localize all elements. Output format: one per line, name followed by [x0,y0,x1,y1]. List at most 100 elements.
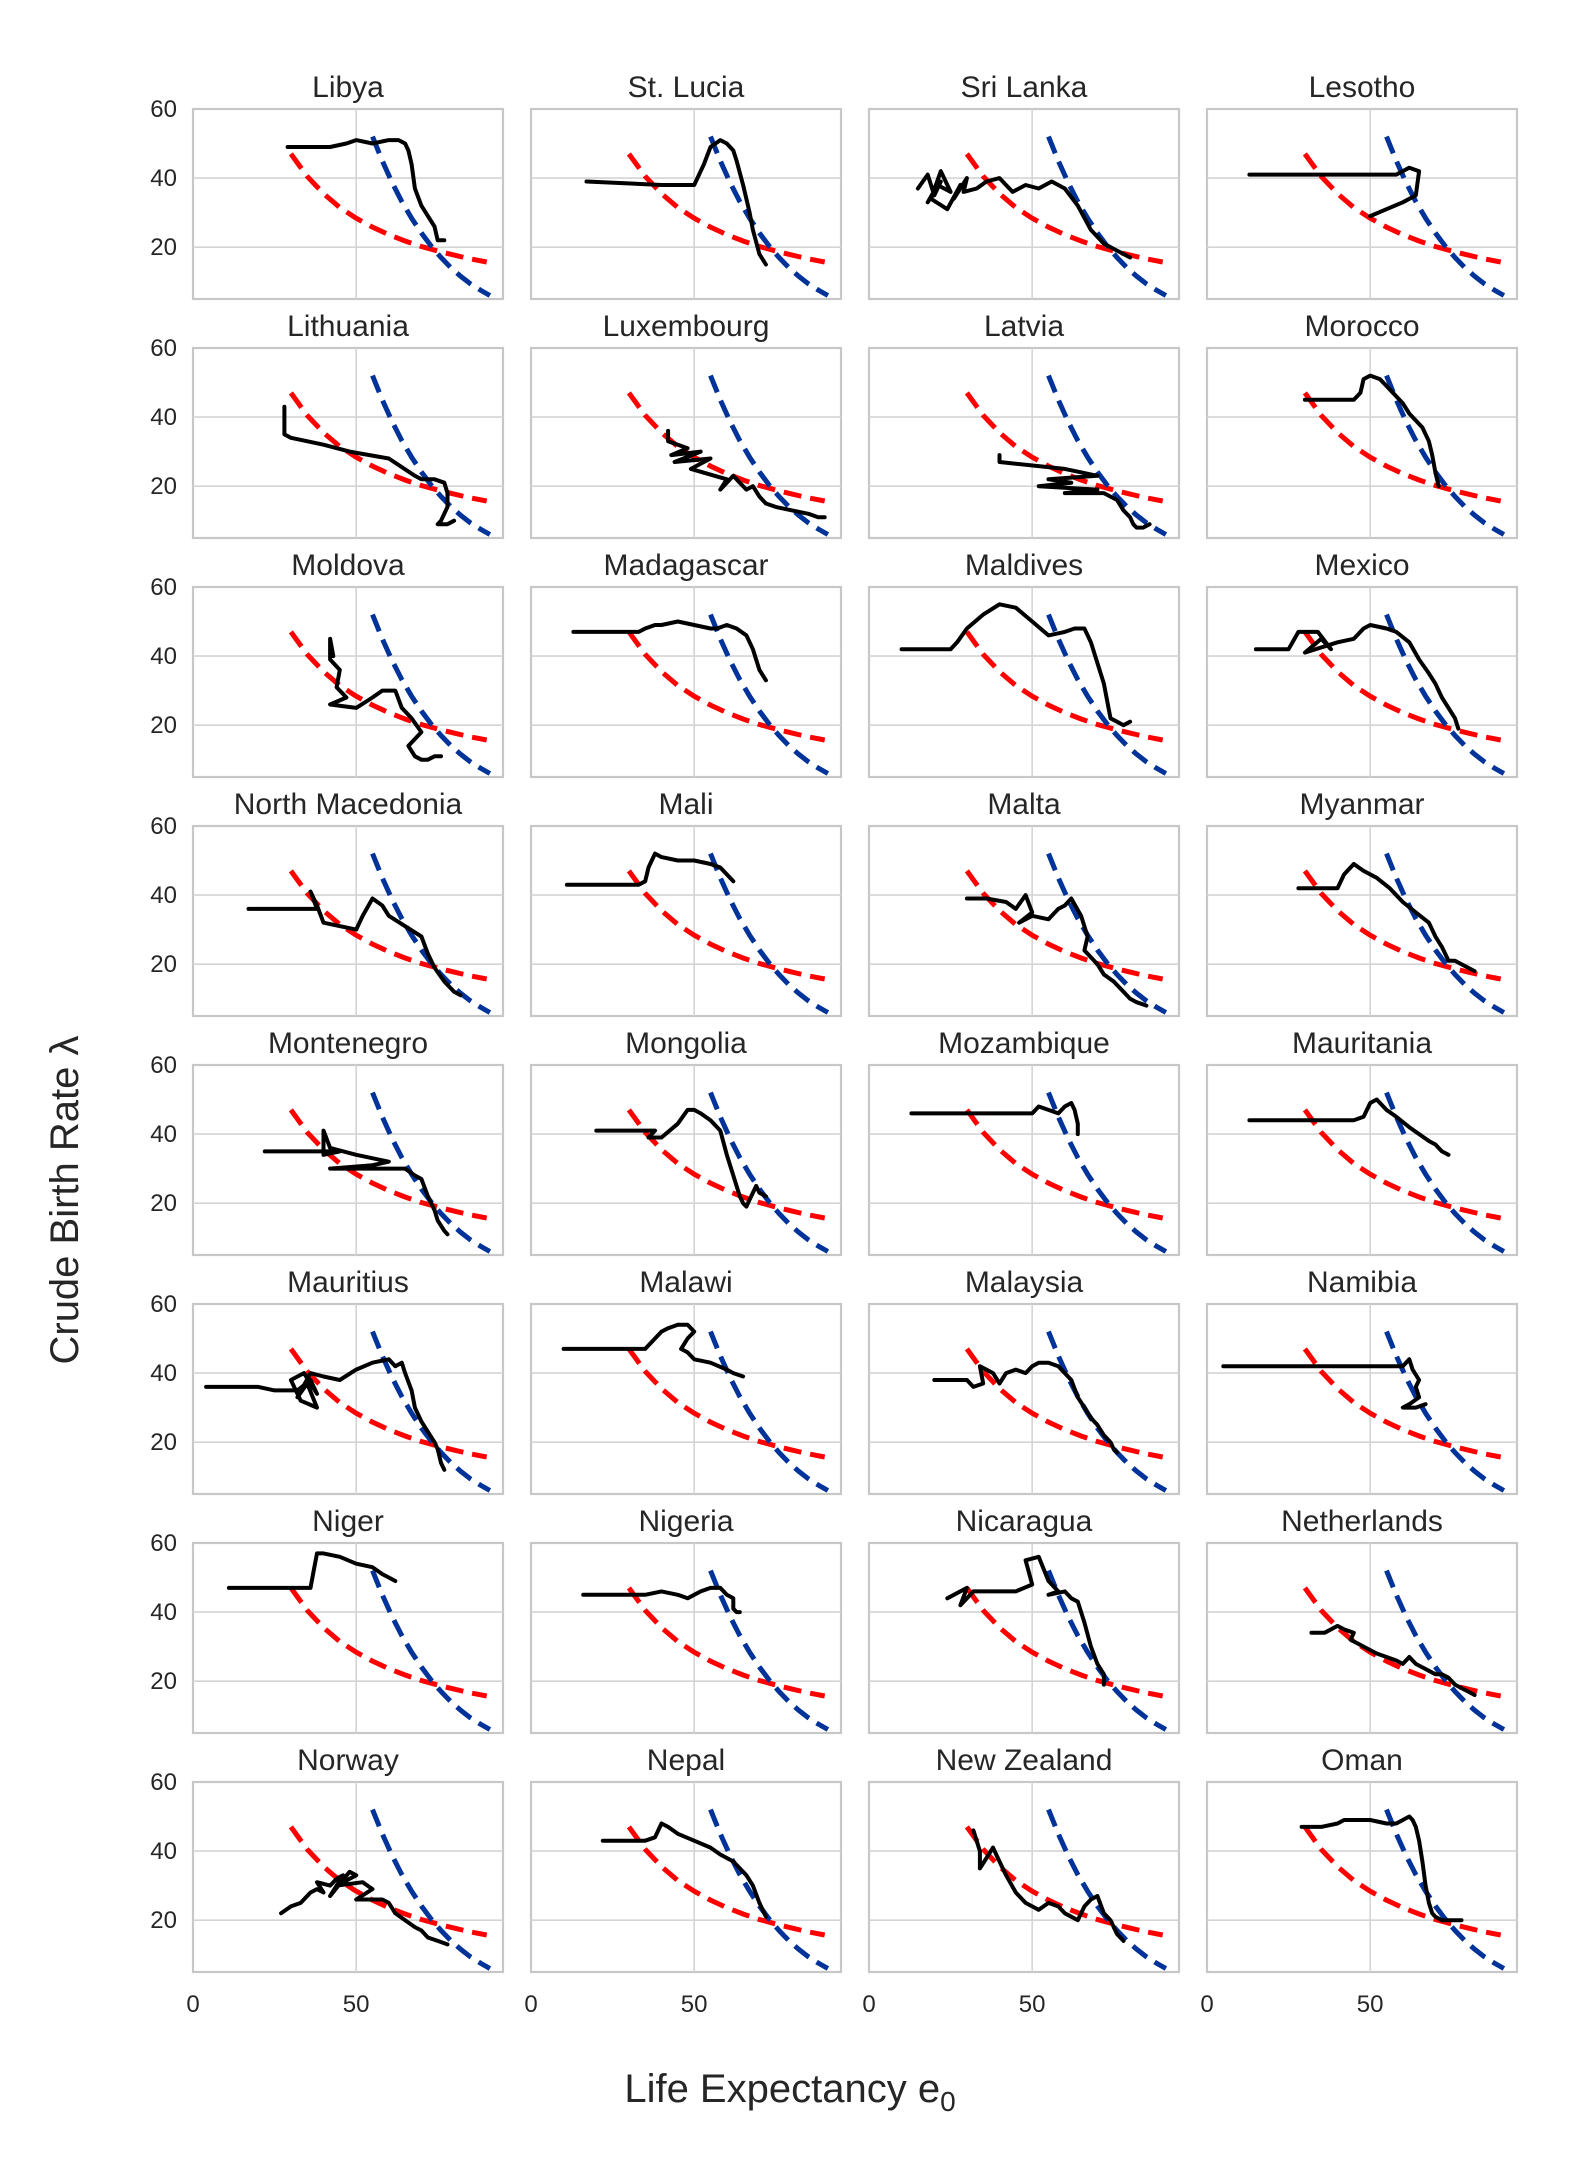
x-axis-label: Life Expectancy e0 [624,2067,955,2117]
panel-plot-area [1302,373,1506,537]
trajectory-line [1309,1623,1477,1697]
panel-title: Lithuania [287,310,409,343]
panel-title: Latvia [984,310,1064,343]
red-reference-curve [288,1108,488,1221]
panel-title: Oman [1321,1744,1403,1777]
panel-frame [529,1302,843,1496]
panel-plot-area [626,374,830,537]
panel-plot-area [932,1330,1168,1493]
panel-plot-area [279,1808,492,1971]
panel-frame [191,1302,505,1496]
panel-title: Lesotho [1309,71,1416,104]
panel-niger: Niger 20 40 60 [150,1505,505,1735]
panel-frame [867,1302,1181,1496]
panel-frame [191,346,505,540]
trajectory-line [1299,1814,1464,1923]
panel-title: Sri Lanka [961,71,1088,104]
y-tick-label: 40 [150,1838,177,1865]
panel-plot-area [1221,1330,1506,1493]
blue-reference-curve [370,1569,492,1732]
y-tick-label: 60 [150,335,177,362]
panel-frame [529,585,843,779]
trajectory-line [226,1551,398,1590]
panel-st-lucia: St. Lucia [529,71,843,301]
y-tick-label: 60 [150,813,177,840]
panel-frame [1205,1541,1519,1735]
panel-frame [867,1541,1181,1735]
blue-reference-curve [708,852,830,1015]
panel-frame [191,1063,505,1257]
panel-mauritania: Mauritania [1205,1027,1519,1257]
panel-frame [191,824,505,1018]
panel-title: Nepal [647,1744,725,1777]
panel-title: Mauritania [1292,1027,1432,1060]
red-reference-curve [964,1825,1164,1938]
panel-frame [1205,1780,1519,1974]
panel-title: Mauritius [287,1266,409,1299]
x-axis-label-subscript: 0 [940,2086,956,2117]
y-tick-label: 40 [150,165,177,192]
panel-title: Luxembourg [603,310,770,343]
red-reference-curve [1302,1825,1502,1938]
panel-norway: Norway 20 40 60 0 50 [150,1744,505,2018]
panel-malta: Malta [867,788,1181,1018]
panel-libya: Libya 20 40 60 [150,71,505,301]
blue-reference-curve [1384,1330,1506,1493]
panel-mauritius: Mauritius 20 40 60 [150,1266,505,1496]
panel-plot-area [964,852,1168,1015]
panel-title: Nicaragua [956,1505,1093,1538]
panel-sri-lanka: Sri Lanka [867,71,1181,301]
panel-title: Mexico [1314,549,1409,582]
panel-plot-area [246,852,492,1015]
panel-frame [191,1780,505,1974]
y-tick-label: 60 [150,96,177,123]
blue-reference-curve [1046,374,1168,537]
trajectory-line [285,138,447,243]
red-reference-curve [288,1347,488,1460]
red-reference-curve [1302,152,1502,265]
panel-frame [191,1541,505,1735]
red-reference-curve [1302,1586,1502,1699]
panel-plot-area [282,374,492,537]
panel-plot-area [288,613,492,776]
panel-plot-area [204,1330,492,1493]
trajectory-line [581,1585,742,1615]
panel-title: Morocco [1304,310,1419,343]
red-reference-curve [288,630,488,743]
red-reference-curve [1302,1108,1502,1221]
red-reference-curve [626,391,826,504]
y-tick-label: 60 [150,574,177,601]
panel-title: North Macedonia [234,788,463,821]
y-tick-label: 20 [150,234,177,261]
panel-mozambique: Mozambique [867,1027,1181,1257]
panel-madagascar: Madagascar [529,549,843,779]
blue-reference-curve [370,1330,492,1493]
y-tick-label: 40 [150,404,177,431]
panel-title: Niger [312,1505,384,1538]
red-reference-curve [626,152,826,265]
panel-oman: Oman 0 50 [1200,1744,1519,2018]
blue-reference-curve [1046,1091,1168,1254]
trajectory-line [1253,623,1461,731]
y-tick-label: 20 [150,473,177,500]
panel-title: Maldives [965,549,1083,582]
panel-plot-area [1247,135,1506,298]
panel-frame [1205,1063,1519,1257]
trajectory-line [246,889,463,998]
red-reference-curve [626,1825,826,1938]
panel-frame [1205,1302,1519,1496]
blue-reference-curve [708,1569,830,1732]
red-reference-curve [964,391,1164,504]
panel-nigeria: Nigeria [529,1505,843,1735]
red-reference-curve [1302,391,1502,504]
panel-title: Myanmar [1299,788,1424,821]
panel-title: Moldova [291,549,405,582]
panel-frame [191,107,505,301]
panel-title: Malaysia [965,1266,1084,1299]
panel-frame [529,1541,843,1735]
trajectory-line [594,1107,768,1209]
panel-plot-area [561,1322,830,1493]
x-tick-label: 0 [186,1991,199,2018]
blue-reference-curve [1384,1569,1506,1732]
red-reference-curve [626,869,826,982]
